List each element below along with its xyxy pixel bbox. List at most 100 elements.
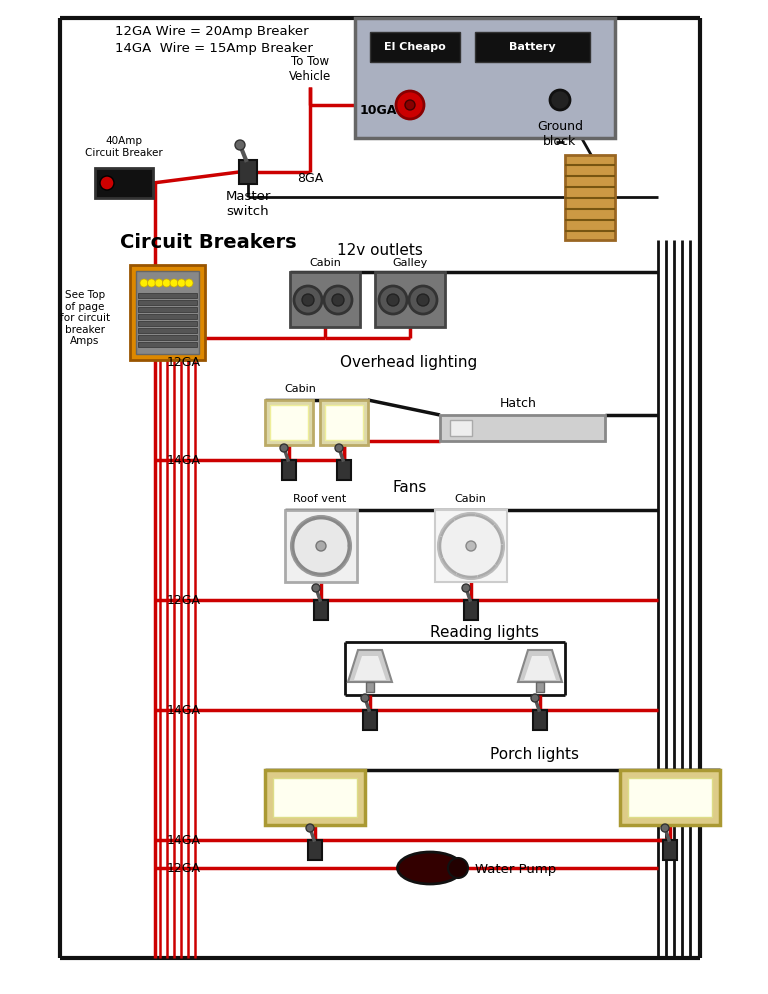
Circle shape: [661, 824, 669, 832]
Circle shape: [302, 294, 314, 306]
FancyBboxPatch shape: [138, 314, 197, 319]
Text: 8GA: 8GA: [297, 172, 323, 185]
Text: See Top
of page
for circuit
breaker
Amps: See Top of page for circuit breaker Amps: [60, 290, 110, 346]
Circle shape: [361, 694, 369, 702]
Circle shape: [294, 286, 322, 314]
Text: Roof vent: Roof vent: [293, 494, 346, 504]
Circle shape: [306, 824, 314, 832]
Text: 14GA: 14GA: [167, 453, 201, 466]
Circle shape: [235, 140, 245, 150]
Text: Porch lights: Porch lights: [490, 747, 579, 762]
Text: 12v outlets: 12v outlets: [337, 243, 423, 258]
Circle shape: [417, 294, 429, 306]
Circle shape: [177, 279, 186, 287]
FancyBboxPatch shape: [282, 460, 296, 480]
FancyBboxPatch shape: [320, 400, 368, 445]
FancyBboxPatch shape: [265, 770, 365, 825]
FancyBboxPatch shape: [130, 265, 205, 360]
Text: 14GA: 14GA: [167, 834, 201, 847]
Circle shape: [147, 279, 155, 287]
FancyBboxPatch shape: [370, 32, 460, 62]
Text: 14GA  Wire = 15Amp Breaker: 14GA Wire = 15Amp Breaker: [115, 42, 313, 55]
Text: 10GA: 10GA: [360, 103, 397, 116]
Text: Circuit Breakers: Circuit Breakers: [120, 233, 296, 252]
FancyBboxPatch shape: [325, 405, 363, 440]
FancyBboxPatch shape: [565, 155, 615, 240]
FancyBboxPatch shape: [435, 510, 507, 582]
FancyBboxPatch shape: [366, 682, 374, 692]
Text: Fans: Fans: [392, 480, 427, 495]
FancyBboxPatch shape: [450, 420, 472, 436]
Text: El Cheapo: El Cheapo: [384, 42, 446, 52]
Circle shape: [462, 584, 470, 592]
Text: Ground
block: Ground block: [537, 120, 583, 148]
Circle shape: [466, 541, 476, 551]
Text: Water Pump: Water Pump: [475, 864, 556, 877]
Polygon shape: [354, 656, 386, 680]
FancyBboxPatch shape: [138, 293, 197, 298]
Circle shape: [312, 584, 320, 592]
Text: Overhead lighting: Overhead lighting: [340, 356, 477, 371]
Text: Hatch: Hatch: [500, 397, 537, 410]
Text: 14GA: 14GA: [167, 704, 201, 717]
FancyBboxPatch shape: [138, 328, 197, 333]
Text: 12GA: 12GA: [167, 862, 201, 875]
Text: Battery: Battery: [508, 42, 555, 52]
FancyBboxPatch shape: [308, 840, 322, 860]
FancyBboxPatch shape: [136, 271, 199, 354]
FancyBboxPatch shape: [290, 272, 360, 327]
FancyBboxPatch shape: [314, 600, 328, 620]
Circle shape: [163, 279, 170, 287]
Polygon shape: [348, 650, 392, 682]
Polygon shape: [518, 650, 562, 682]
Circle shape: [140, 279, 148, 287]
Ellipse shape: [398, 852, 462, 884]
FancyBboxPatch shape: [663, 840, 677, 860]
FancyBboxPatch shape: [273, 778, 357, 817]
FancyBboxPatch shape: [375, 272, 445, 327]
FancyBboxPatch shape: [138, 300, 197, 305]
Circle shape: [448, 858, 468, 878]
Circle shape: [316, 541, 326, 551]
Circle shape: [409, 286, 437, 314]
Circle shape: [335, 444, 343, 452]
Circle shape: [291, 516, 351, 576]
FancyBboxPatch shape: [337, 460, 351, 480]
Text: 40Amp
Circuit Breaker: 40Amp Circuit Breaker: [85, 136, 163, 158]
Text: Master
switch: Master switch: [225, 190, 270, 218]
FancyBboxPatch shape: [620, 770, 720, 825]
FancyBboxPatch shape: [95, 168, 153, 198]
FancyBboxPatch shape: [355, 18, 615, 138]
Circle shape: [170, 279, 178, 287]
Circle shape: [387, 294, 399, 306]
FancyBboxPatch shape: [628, 778, 712, 817]
FancyBboxPatch shape: [270, 405, 308, 440]
FancyBboxPatch shape: [265, 400, 313, 445]
Circle shape: [185, 279, 193, 287]
FancyBboxPatch shape: [464, 600, 478, 620]
Text: Cabin: Cabin: [309, 258, 341, 268]
Circle shape: [438, 513, 504, 579]
Text: 12GA: 12GA: [167, 593, 201, 606]
FancyBboxPatch shape: [285, 510, 357, 582]
FancyBboxPatch shape: [138, 342, 197, 347]
Polygon shape: [524, 656, 556, 680]
FancyBboxPatch shape: [363, 710, 377, 730]
FancyBboxPatch shape: [138, 307, 197, 312]
Text: Cabin: Cabin: [454, 494, 486, 504]
Text: Cabin: Cabin: [284, 384, 316, 394]
FancyBboxPatch shape: [440, 415, 605, 441]
Circle shape: [379, 286, 407, 314]
Circle shape: [280, 444, 288, 452]
Text: 12GA: 12GA: [167, 332, 201, 345]
FancyBboxPatch shape: [533, 710, 547, 730]
Text: Reading lights: Reading lights: [430, 625, 539, 640]
FancyBboxPatch shape: [239, 160, 257, 184]
FancyBboxPatch shape: [138, 335, 197, 340]
Circle shape: [405, 100, 415, 110]
Circle shape: [332, 294, 344, 306]
Text: 12GA Wire = 20Amp Breaker: 12GA Wire = 20Amp Breaker: [115, 25, 309, 38]
Circle shape: [324, 286, 352, 314]
Circle shape: [396, 91, 424, 119]
FancyBboxPatch shape: [138, 321, 197, 326]
